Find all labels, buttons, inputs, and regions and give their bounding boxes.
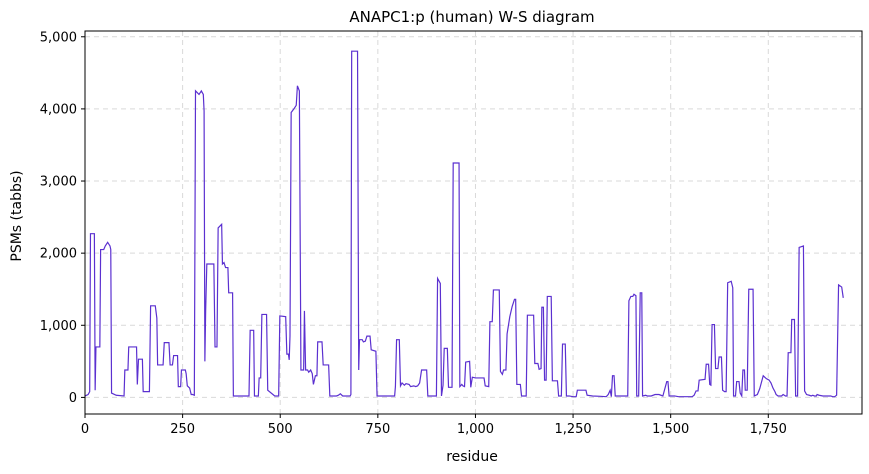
y-tick-label: 4,000 bbox=[40, 102, 77, 117]
x-axis-title: residue bbox=[446, 449, 498, 465]
grid bbox=[84, 31, 862, 414]
series bbox=[84, 50, 844, 399]
y-tick-label: 1,000 bbox=[40, 319, 77, 334]
x-tick-label: 0 bbox=[81, 422, 89, 437]
x-tick-label: 250 bbox=[170, 422, 195, 437]
plot-frame bbox=[84, 30, 863, 415]
x-tick-label: 1,000 bbox=[457, 422, 494, 437]
series-line bbox=[84, 50, 844, 399]
x-tick-label: 750 bbox=[365, 422, 390, 437]
x-tick-label: 1,250 bbox=[554, 422, 591, 437]
y-axis-title: PSMs (tabbs) bbox=[9, 170, 25, 261]
chart-title: ANAPC1:p (human) W-S diagram bbox=[349, 8, 594, 26]
y-tick-label: 2,000 bbox=[40, 247, 77, 262]
y-tick-label: 0 bbox=[69, 391, 77, 406]
x-tick-label: 1,750 bbox=[750, 422, 787, 437]
x-tick-label: 1,500 bbox=[652, 422, 689, 437]
x-tick-label: 500 bbox=[268, 422, 293, 437]
y-axis-ticks: 0 1,000 2,000 3,000 4,000 5,000 bbox=[40, 30, 85, 406]
y-tick-label: 5,000 bbox=[40, 30, 77, 45]
y-tick-label: 3,000 bbox=[40, 175, 77, 190]
x-axis-ticks: 0 250 500 750 1,000 1,250 1,500 1,750 bbox=[81, 414, 787, 437]
